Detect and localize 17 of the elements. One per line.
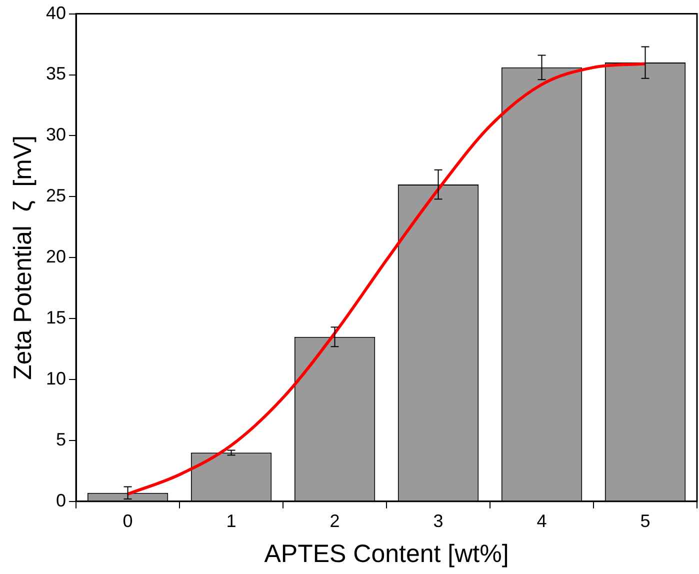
y-tick-label: 10 xyxy=(46,368,66,388)
y-tick-label: 35 xyxy=(46,64,66,84)
x-axis-title: APTES Content [wt%] xyxy=(264,540,509,568)
x-tick-label: 2 xyxy=(330,511,340,532)
y-tick-label: 20 xyxy=(46,246,66,267)
x-tick-label: 3 xyxy=(433,511,444,532)
x-tick-label: 4 xyxy=(536,511,547,532)
y-tick-label: 0 xyxy=(56,490,66,510)
y-tick-label: 25 xyxy=(46,186,66,206)
y-tick-label: 40 xyxy=(46,2,66,23)
y-axis-title: Zeta Potential ζ [mV] xyxy=(8,135,37,380)
x-tick-label: 1 xyxy=(226,511,236,532)
x-tick-label: 0 xyxy=(122,511,133,532)
y-tick-label: 30 xyxy=(46,124,66,145)
y-tick-label: 15 xyxy=(46,308,66,328)
x-tick-label: 5 xyxy=(640,511,650,532)
y-tick-label: 5 xyxy=(56,429,66,450)
